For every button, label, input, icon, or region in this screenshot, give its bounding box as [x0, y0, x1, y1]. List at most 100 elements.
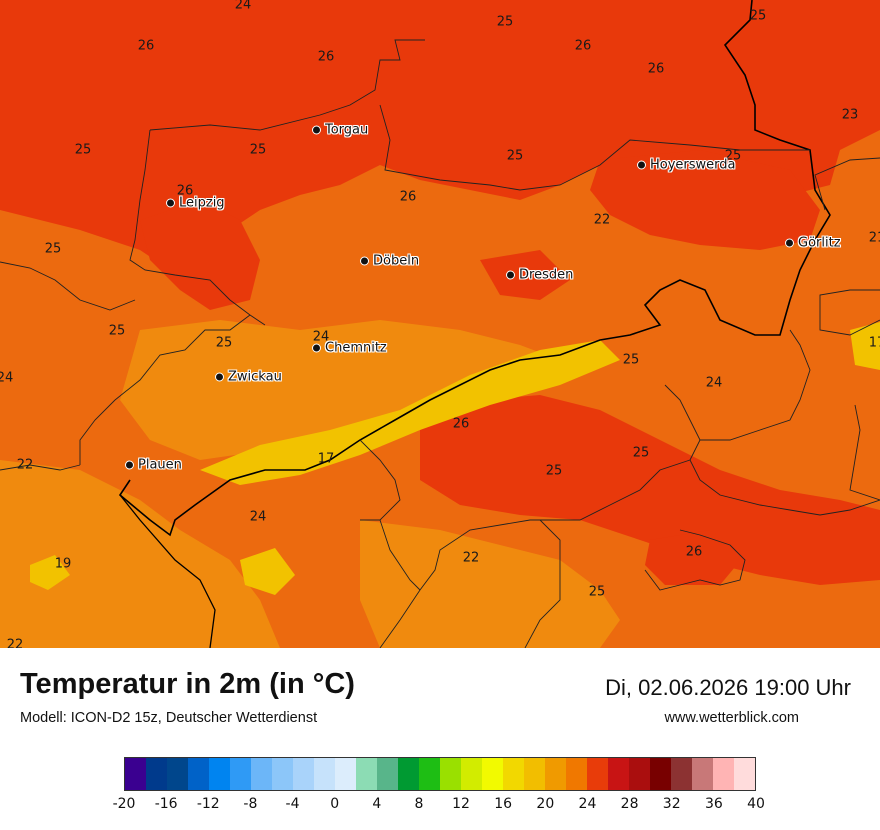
temp-value-label: 25	[249, 142, 267, 158]
temp-value-label: 25	[622, 352, 640, 368]
temp-value-label: 25	[496, 14, 514, 30]
legend-swatch	[461, 758, 482, 790]
temp-value-label: 17	[868, 335, 880, 351]
legend-tick-label: -16	[154, 796, 178, 812]
legend-swatch	[314, 758, 335, 790]
legend-tick-label: 8	[414, 796, 424, 812]
legend-tick-label: -20	[112, 796, 136, 812]
temp-value-label: 17	[317, 451, 335, 467]
temp-value-label: 21	[868, 230, 880, 246]
city-name: Zwickau	[228, 369, 282, 385]
legend-swatch	[713, 758, 734, 790]
legend-swatch	[524, 758, 545, 790]
temp-value-label: 26	[574, 38, 592, 54]
city-marker-doebeln: Döbeln	[360, 254, 419, 269]
legend-tick-label: 28	[620, 796, 639, 812]
warm-patch-leipzig	[140, 200, 260, 310]
city-marker-leipzig: Leipzig	[166, 196, 225, 211]
legend-swatch	[419, 758, 440, 790]
national-border	[118, 0, 831, 537]
cool-patch-southwest	[240, 548, 295, 595]
legend-swatch	[167, 758, 188, 790]
model-source: Modell: ICON-D2 15z, Deutscher Wetterdie…	[20, 710, 318, 726]
temp-value-label: 24	[312, 329, 330, 345]
district-borders	[0, 39, 880, 648]
temp-value-label: 26	[176, 183, 194, 199]
legend-swatch	[566, 758, 587, 790]
legend-swatch	[650, 758, 671, 790]
temp-value-label: 26	[317, 49, 335, 65]
city-name: Torgau	[325, 122, 369, 138]
legend-swatch	[482, 758, 503, 790]
city-dot	[166, 198, 175, 208]
city-name: Görlitz	[798, 235, 841, 251]
city-dot	[360, 256, 369, 266]
legend-tick-label: 16	[494, 796, 513, 812]
temp-value-label: 22	[16, 457, 34, 473]
temp-value-label: 24	[234, 0, 252, 13]
temp-value-label: 25	[588, 584, 606, 600]
legend-tick-label: 24	[578, 796, 597, 812]
legend-swatch	[209, 758, 230, 790]
legend-swatch	[188, 758, 209, 790]
temp-value-label: 25	[506, 148, 524, 164]
legend-tick-label: 20	[536, 796, 555, 812]
warm-patch-dresden	[480, 250, 570, 300]
city-dot	[506, 270, 515, 280]
legend-swatch	[608, 758, 629, 790]
legend-swatch	[146, 758, 167, 790]
city-marker-hoyerswerda: Hoyerswerda	[637, 158, 736, 173]
city-marker-plauen: Plauen	[125, 458, 182, 473]
temp-value-label: 23	[841, 107, 859, 123]
legend-tick-label: 36	[704, 796, 723, 812]
forecast-datetime: Di, 02.06.2026 19:00 Uhr	[605, 675, 851, 700]
legend-tick-label: 12	[452, 796, 470, 812]
temp-value-label: 24	[0, 370, 14, 386]
temp-value-label: 25	[215, 335, 233, 351]
temp-value-label: 25	[108, 323, 126, 339]
city-dot	[312, 125, 321, 135]
temp-value-label: 22	[6, 637, 24, 649]
region-border-south	[119, 494, 216, 648]
city-marker-torgau: Torgau	[312, 123, 368, 138]
temp-value-label: 25	[74, 142, 92, 158]
city-dot	[215, 372, 224, 382]
legend-tick-label: 40	[747, 796, 765, 812]
website-link[interactable]: www.wetterblick.com	[664, 710, 799, 726]
temp-value-label: 25	[632, 445, 650, 461]
legend-ticks: -20 -16 -12 -8 -4 0 4 8 12 16 20 24 28 32 36 40	[113, 796, 765, 816]
legend-swatch	[671, 758, 692, 790]
legend-tick-label: -8	[243, 796, 258, 812]
legend-tick-label: -12	[196, 796, 220, 812]
legend-swatch	[503, 758, 524, 790]
legend-tick-label: -4	[285, 796, 300, 812]
city-name: Leipzig	[179, 195, 225, 211]
legend-swatch	[356, 758, 377, 790]
temperature-field	[0, 0, 880, 648]
color-legend	[124, 757, 756, 791]
cool-zone-west	[0, 460, 280, 648]
legend-swatch	[335, 758, 356, 790]
ridge-zone	[200, 340, 620, 485]
warm-region-south	[420, 395, 880, 585]
city-dot	[785, 238, 794, 248]
city-name: Döbeln	[373, 253, 420, 269]
temp-value-label: 24	[705, 375, 723, 391]
temp-value-label: 26	[399, 189, 417, 205]
temp-value-label: 25	[545, 463, 563, 479]
legend-swatch	[440, 758, 461, 790]
legend-swatch	[377, 758, 398, 790]
city-marker-chemnitz: Chemnitz	[312, 341, 387, 356]
temp-value-label: 25	[724, 148, 742, 164]
legend-swatch	[587, 758, 608, 790]
legend-swatch	[692, 758, 713, 790]
map-title: Temperatur in 2m (in °C)	[20, 668, 355, 700]
city-dot	[637, 160, 646, 170]
city-name: Plauen	[138, 457, 182, 473]
temp-value-label: 22	[593, 212, 611, 228]
legend-tick-label: 32	[662, 796, 681, 812]
city-dot	[312, 343, 321, 353]
temp-value-label: 22	[462, 550, 480, 566]
temp-value-label: 19	[54, 556, 72, 572]
city-name: Hoyerswerda	[650, 157, 736, 173]
